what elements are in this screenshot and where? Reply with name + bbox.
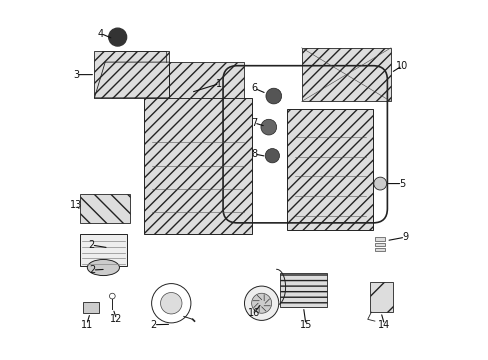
Circle shape: [160, 293, 182, 314]
FancyBboxPatch shape: [144, 98, 251, 234]
FancyBboxPatch shape: [301, 48, 390, 102]
Circle shape: [109, 293, 115, 299]
Text: 14: 14: [378, 320, 390, 330]
Circle shape: [264, 149, 279, 163]
Text: 16: 16: [247, 308, 260, 318]
Bar: [374, 243, 384, 246]
Text: 2: 2: [150, 320, 157, 330]
Text: 6: 6: [250, 83, 257, 93]
Circle shape: [373, 177, 386, 190]
FancyBboxPatch shape: [287, 109, 372, 230]
Circle shape: [261, 119, 276, 135]
Circle shape: [151, 284, 190, 323]
Text: 13: 13: [70, 200, 82, 210]
Text: 4: 4: [98, 28, 104, 39]
Text: 15: 15: [299, 320, 311, 330]
Text: 9: 9: [401, 232, 407, 242]
Text: 11: 11: [81, 320, 93, 330]
FancyBboxPatch shape: [94, 51, 169, 98]
Text: 8: 8: [250, 149, 257, 159]
Bar: [374, 237, 384, 241]
FancyBboxPatch shape: [80, 194, 130, 223]
Text: 1: 1: [216, 78, 222, 89]
Ellipse shape: [87, 260, 119, 275]
FancyBboxPatch shape: [280, 273, 326, 307]
Circle shape: [108, 28, 126, 46]
Circle shape: [244, 286, 278, 320]
Bar: [80, 234, 126, 266]
Text: 2: 2: [89, 265, 96, 275]
Bar: [83, 302, 99, 313]
FancyBboxPatch shape: [369, 282, 392, 312]
Circle shape: [265, 88, 281, 104]
Text: 12: 12: [110, 314, 122, 324]
FancyBboxPatch shape: [151, 62, 244, 98]
Text: 3: 3: [73, 69, 79, 80]
Text: 7: 7: [250, 118, 257, 128]
Text: 10: 10: [395, 61, 407, 71]
Text: 5: 5: [398, 179, 405, 189]
Bar: [374, 248, 384, 251]
Circle shape: [251, 293, 271, 313]
Text: 2: 2: [88, 240, 95, 250]
